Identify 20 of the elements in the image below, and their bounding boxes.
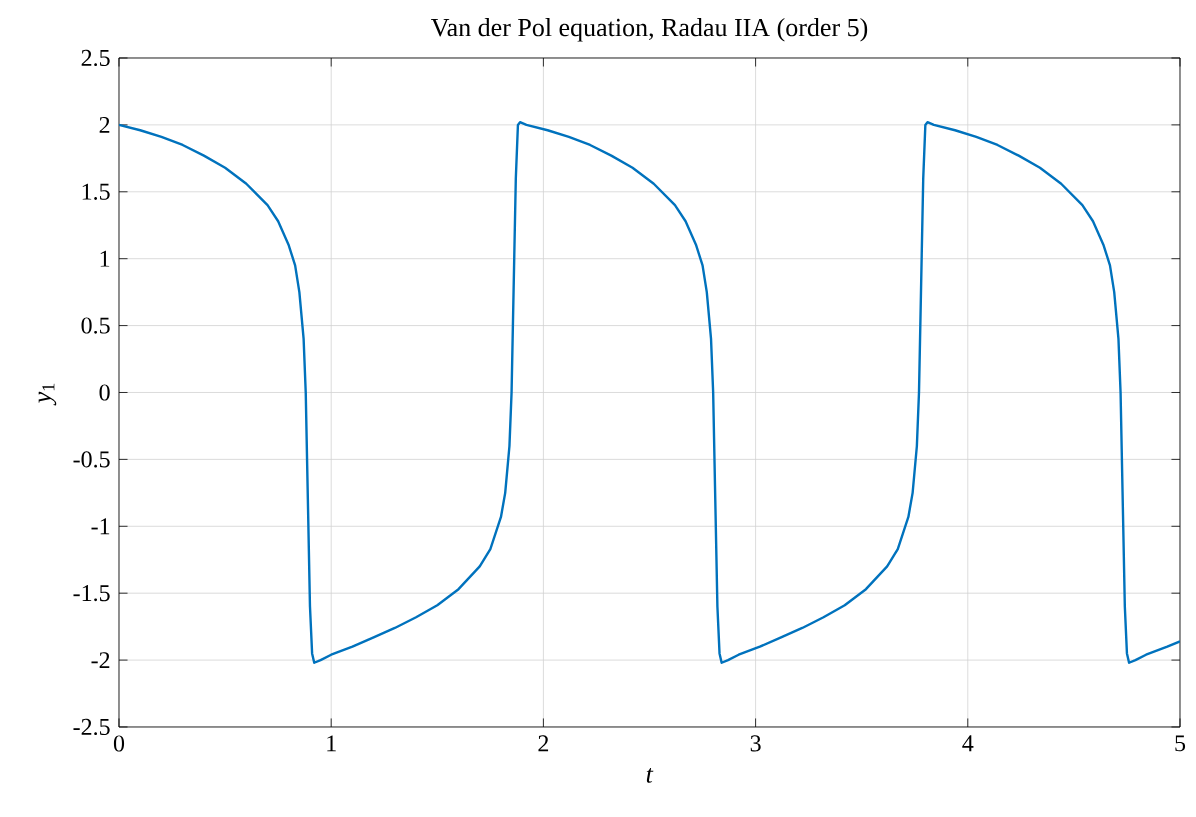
y-tick-label: 2 bbox=[99, 116, 110, 133]
y-axis-title: y$_{1}$ bbox=[38, 383, 57, 406]
y-tick-label: -0.5 bbox=[73, 451, 110, 468]
y-tick-label: -1 bbox=[91, 518, 110, 535]
x-tick-label: 0 bbox=[113, 735, 125, 752]
y-tick-label: -2.5 bbox=[73, 718, 110, 736]
y-tick-label: -1.5 bbox=[73, 585, 110, 602]
chart-title: Van der Pol equation, Radau IIA (order 5) bbox=[431, 18, 868, 42]
y-tick-label: 0.5 bbox=[81, 317, 110, 334]
y-tick-label: 1.5 bbox=[82, 183, 110, 200]
x-tick-label: 3 bbox=[750, 735, 761, 752]
x-axis-title: t bbox=[646, 767, 654, 783]
x-tick-label: 4 bbox=[962, 735, 974, 752]
y-tick-label: 1 bbox=[100, 250, 110, 267]
y-tick-label: 2.5 bbox=[81, 49, 110, 67]
y-tick-label: 0 bbox=[99, 384, 110, 401]
x-tick-label: 1 bbox=[327, 735, 336, 752]
y-tick-label: -2 bbox=[91, 652, 110, 669]
x-tick-label: 2 bbox=[538, 735, 549, 752]
x-tick-label: 5 bbox=[1175, 735, 1186, 752]
